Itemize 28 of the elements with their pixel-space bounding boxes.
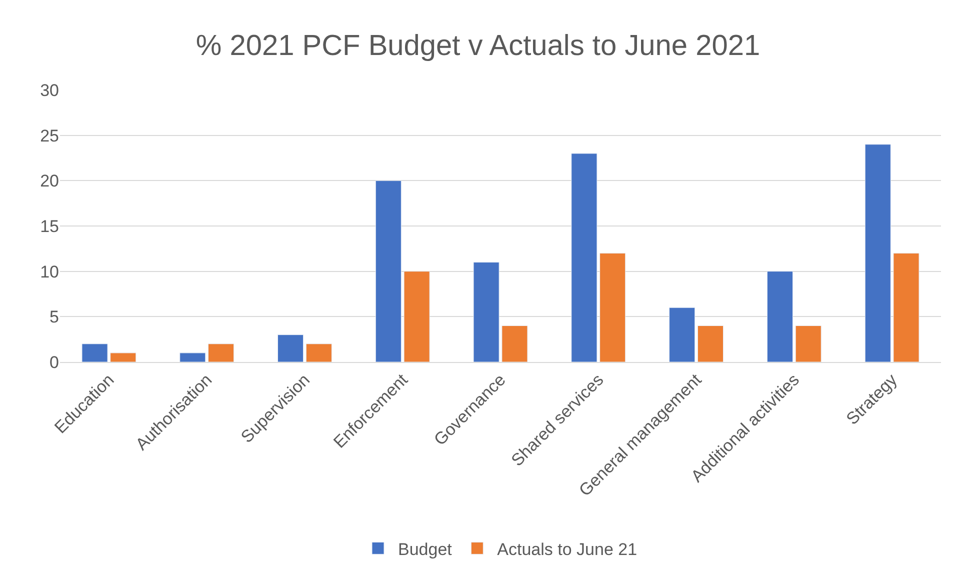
y-tick-label: 0 [50,352,59,372]
bar [571,153,598,362]
y-tick-label: 10 [40,262,59,282]
bar [82,344,108,362]
bar [473,262,500,362]
bar [306,344,332,362]
bar [893,252,920,362]
bar [375,180,402,362]
bar [180,352,206,362]
bar [795,325,822,362]
legend-label: Budget [398,540,452,559]
chart-title: % 2021 PCF Budget v Actuals to June 2021 [196,30,760,62]
y-tick-label: 30 [40,80,59,100]
bar [208,344,234,362]
bar [864,144,891,362]
legend-label: Actuals to June 21 [497,540,638,559]
bar [404,271,430,362]
y-tick-label: 20 [40,172,59,191]
bar [600,252,626,362]
bar [502,325,528,362]
bar [697,325,724,362]
bar [110,352,136,362]
y-tick-label: 15 [40,216,59,236]
y-tick-label: 5 [50,308,59,327]
y-tick-label: 25 [40,126,59,146]
bar [278,334,304,362]
bar [669,307,696,362]
bar [766,271,793,362]
